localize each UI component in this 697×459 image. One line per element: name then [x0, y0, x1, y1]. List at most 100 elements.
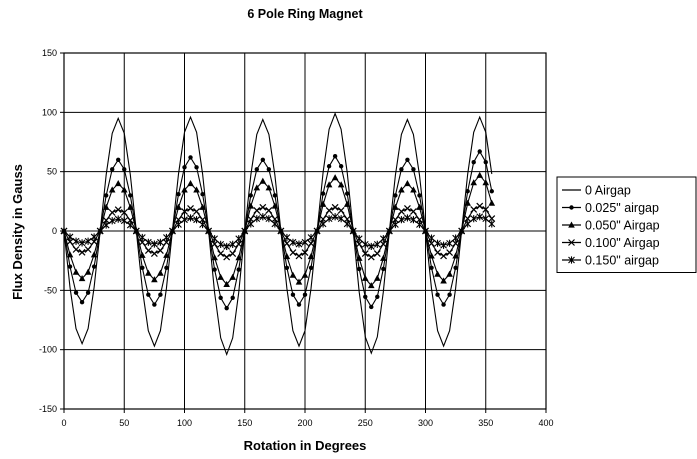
data-point-triangle [193, 186, 200, 193]
data-point-x [410, 208, 417, 215]
data-point-x [434, 249, 441, 257]
data-point-triangle [139, 251, 146, 258]
y-tick-label: 50 [47, 167, 57, 177]
data-point-triangle [163, 251, 170, 258]
data-point-star [126, 221, 134, 229]
data-point-circle [429, 265, 434, 270]
data-point-x [229, 250, 237, 258]
data-point-circle [320, 191, 326, 196]
data-point-x [211, 240, 219, 248]
x-tick-label: 300 [418, 418, 433, 428]
data-point-star [90, 233, 98, 241]
data-point-star [373, 240, 381, 248]
x-tick-label: 50 [119, 418, 129, 428]
legend: 0 Airgap 0.025" airgap 0.050" Airgap 0.100"… [556, 176, 697, 273]
data-point-circle [302, 292, 308, 297]
data-point-triangle [482, 179, 490, 186]
data-point-x [78, 248, 86, 256]
data-point-triangle [235, 254, 243, 261]
data-point-star [464, 220, 472, 228]
data-point-triangle [157, 269, 164, 276]
data-point-star [157, 238, 164, 246]
x-tick-label: 0 [61, 418, 66, 428]
y-tick-label: -100 [39, 345, 57, 355]
data-point-x [307, 240, 315, 247]
data-point-x [120, 209, 128, 216]
y-axis-title: Flux Density in Gauss [10, 164, 25, 300]
data-point-triangle [259, 177, 267, 184]
series-layer [60, 111, 496, 357]
data-point-circle [369, 304, 374, 310]
data-point-circle [441, 302, 446, 307]
y-tick-label: -50 [44, 285, 57, 295]
data-point-x [337, 207, 345, 214]
data-point-circle [344, 191, 350, 196]
data-point-star [428, 234, 435, 242]
data-point-star [66, 233, 74, 241]
data-point-circle [176, 192, 181, 197]
data-point-star [175, 220, 182, 229]
data-point-circle [453, 265, 458, 270]
data-point-circle [435, 292, 440, 297]
data-point-star [301, 238, 309, 246]
data-point-star [253, 215, 261, 223]
data-point-triangle [126, 203, 134, 210]
data-point-star [217, 240, 225, 248]
data-point-triangle [114, 180, 122, 187]
data-point-star [367, 242, 375, 251]
data-point-circle [128, 193, 133, 198]
legend-label: 0.150" airgap [585, 254, 659, 268]
data-point-circle [399, 167, 404, 172]
data-point-star [295, 240, 303, 248]
x-tick-label: 250 [358, 418, 373, 428]
data-point-star [169, 227, 176, 235]
data-point-triangle [247, 202, 255, 209]
data-point-circle [381, 266, 386, 272]
data-point-triangle [301, 271, 309, 278]
y-tick-label: 100 [42, 107, 57, 117]
x-tick-label: 350 [478, 418, 493, 428]
data-point-triangle [271, 202, 279, 209]
data-point-star [150, 240, 158, 248]
data-point-triangle [355, 254, 363, 261]
data-point-star [108, 217, 116, 225]
data-point-x [482, 205, 490, 213]
data-point-circle [212, 267, 217, 272]
data-point-x [108, 209, 116, 216]
data-point-circle [218, 295, 223, 300]
data-point-triangle [440, 277, 447, 284]
legend-item: 0 Airgap [562, 184, 631, 198]
data-point-star [446, 239, 453, 247]
data-point-triangle [380, 254, 387, 261]
data-point-x [114, 206, 122, 214]
data-point-triangle [331, 174, 339, 181]
series-line-3 [63, 174, 493, 287]
data-point-x [464, 215, 472, 222]
data-point-circle [188, 155, 193, 160]
data-point-star [187, 214, 194, 222]
data-point-circle [194, 165, 199, 170]
data-point-triangle [410, 186, 417, 193]
data-point-triangle [223, 280, 230, 287]
data-point-triangle [295, 278, 303, 285]
data-point-triangle [72, 268, 80, 275]
data-point-x [373, 250, 381, 258]
data-point-circle [489, 189, 494, 194]
data-point-x [301, 249, 309, 257]
y-tick-label: 150 [42, 48, 57, 58]
data-point-triangle [434, 270, 441, 277]
data-point-circle [260, 157, 266, 162]
data-point-triangle [392, 203, 399, 210]
data-point-circle [146, 292, 151, 297]
data-point-star [96, 227, 104, 235]
data-point-star [416, 220, 423, 229]
data-point-star [343, 220, 351, 228]
data-point-triangle [78, 274, 86, 282]
data-point-circle [164, 265, 169, 270]
legend-item: 0.100" Airgap [562, 236, 660, 250]
data-point-x [187, 205, 194, 212]
data-point-triangle [374, 274, 381, 281]
data-point-circle [411, 167, 416, 172]
data-point-x [72, 246, 80, 253]
data-point-circle [569, 205, 574, 210]
